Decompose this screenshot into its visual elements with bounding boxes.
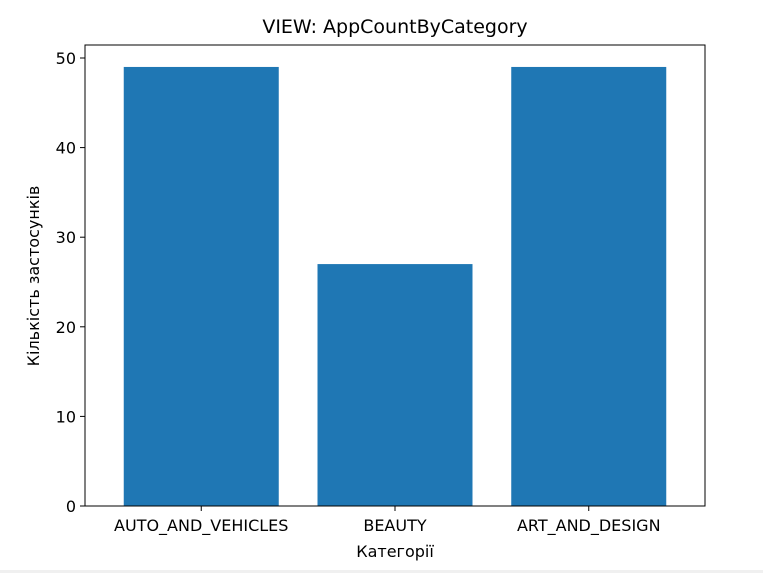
x-axis-label: Категорії — [356, 542, 434, 561]
y-tick-label: 30 — [56, 228, 76, 247]
y-axis-ticks: 0 10 20 30 40 50 — [56, 49, 85, 516]
plot-area: 0 10 20 30 40 50 AUTO_AND_VEHICLES BEAUTY ART_A… — [56, 44, 706, 536]
bottom-strip — [0, 570, 763, 573]
chart-title: VIEW: AppCountByCategory — [262, 16, 527, 38]
x-tick-label: ART_AND_DESIGN — [517, 516, 661, 536]
x-tick-label: AUTO_AND_VEHICLES — [114, 516, 288, 536]
y-axis-label: Кількість застосунків — [24, 186, 43, 367]
bars-group — [123, 66, 667, 506]
bar-auto-and-vehicles — [123, 66, 279, 506]
y-tick-label: 10 — [56, 407, 76, 426]
bar-art-and-design — [511, 66, 667, 506]
y-tick-label: 40 — [56, 139, 76, 158]
y-tick-label: 50 — [56, 49, 76, 68]
x-axis-ticks: AUTO_AND_VEHICLES BEAUTY ART_AND_DESIGN — [114, 506, 661, 536]
y-tick-label: 0 — [66, 497, 76, 516]
y-tick-label: 20 — [56, 318, 76, 337]
x-tick-label: BEAUTY — [363, 516, 427, 535]
bar-beauty — [317, 264, 473, 506]
